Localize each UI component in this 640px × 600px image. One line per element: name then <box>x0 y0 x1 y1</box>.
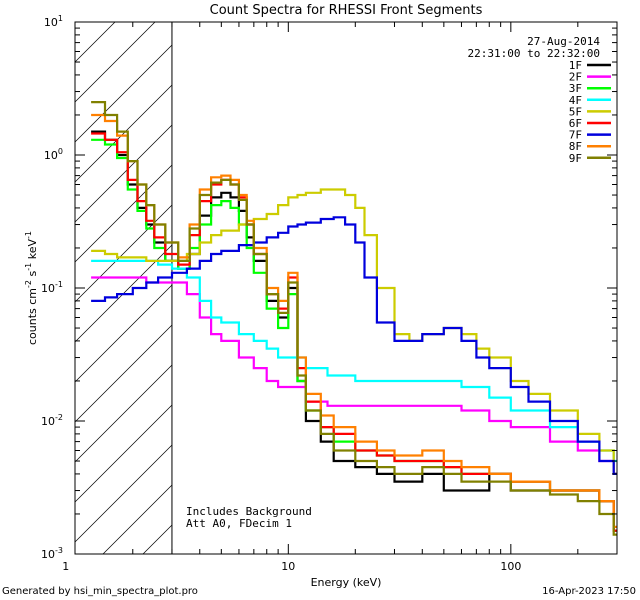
legend-label-5F: 5F <box>569 105 582 118</box>
legend-label-8F: 8F <box>569 140 582 153</box>
x-axis-label: Energy (keV) <box>311 576 382 589</box>
y-tick-label: 10-2 <box>41 413 63 428</box>
y-tick-label: 10-1 <box>41 280 63 295</box>
y-tick-label: 100 <box>44 147 63 162</box>
time-range-label: 22:31:00 to 22:32:00 <box>468 47 600 60</box>
legend-label-9F: 9F <box>569 152 582 165</box>
footer-timestamp: 16-Apr-2023 17:50 <box>542 586 636 597</box>
hatch-line <box>75 22 196 143</box>
note-background: Includes Background <box>186 505 312 518</box>
legend-label-1F: 1F <box>569 59 582 72</box>
y-label-exp-1: -2 <box>24 280 33 288</box>
chart-title: Count Spectra for RHESSI Front Segments <box>210 3 483 18</box>
series-group <box>91 101 617 536</box>
legend-label-2F: 2F <box>569 71 582 84</box>
x-tick-label: 100 <box>500 560 521 573</box>
footer-generated-by: Generated by hsi_min_spectra_plot.pro <box>2 586 198 597</box>
y-axis: 10-3 10-2 10-1 100 101 <box>41 14 617 561</box>
legend-label-7F: 7F <box>569 129 582 142</box>
note-attenuator: Att A0, FDecim 1 <box>186 517 292 530</box>
series-4F <box>91 259 617 463</box>
y-axis-label: counts cm-2 s-1 keV-1 <box>24 231 39 345</box>
y-label-exp-3: -1 <box>24 231 33 239</box>
legend-label-6F: 6F <box>569 117 582 130</box>
series-7F <box>91 216 617 475</box>
x-tick-label: 10 <box>281 560 295 573</box>
y-label-part-3: keV <box>26 239 39 263</box>
y-tick-label: 101 <box>44 14 63 29</box>
y-label-part-2: s <box>26 270 39 279</box>
y-label-exp-2: -1 <box>24 263 33 271</box>
x-axis: 1 10 100 <box>62 22 618 573</box>
legend-label-4F: 4F <box>569 94 582 107</box>
hatch-line <box>75 22 236 183</box>
date-label: 27-Aug-2014 <box>527 35 600 48</box>
legend-label-3F: 3F <box>569 82 582 95</box>
x-tick-label: 1 <box>62 560 69 573</box>
series-9F <box>91 101 617 536</box>
y-label-part-1: counts cm <box>26 288 39 345</box>
y-tick-label: 10-3 <box>41 546 63 561</box>
